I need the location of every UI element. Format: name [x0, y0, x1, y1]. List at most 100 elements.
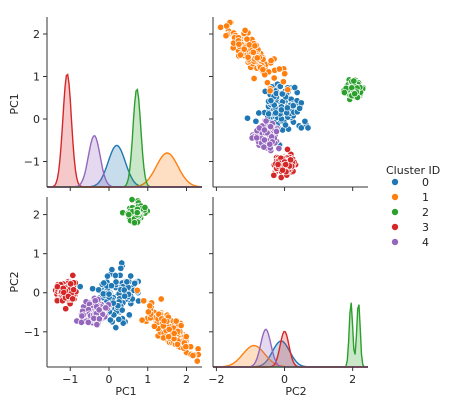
kde-area-cluster-4 — [47, 135, 202, 187]
point-cluster-0 — [243, 114, 252, 122]
point-cluster-1 — [138, 316, 146, 324]
point-cluster-2 — [351, 90, 359, 98]
legend-label-cluster-4: 4 — [422, 236, 429, 249]
point-cluster-1 — [266, 87, 274, 95]
point-cluster-0 — [265, 110, 273, 118]
point-cluster-0 — [112, 324, 120, 332]
point-cluster-1 — [150, 322, 158, 330]
point-cluster-1 — [251, 42, 259, 50]
point-cluster-1 — [284, 86, 292, 94]
point-cluster-1 — [281, 70, 289, 78]
y-tick-label: −1 — [24, 156, 40, 169]
point-cluster-4 — [93, 321, 101, 329]
point-cluster-4 — [91, 297, 99, 305]
point-cluster-4 — [260, 143, 268, 151]
point-cluster-1 — [236, 51, 244, 59]
kde-area-cluster-1 — [213, 345, 368, 367]
point-cluster-4 — [260, 136, 268, 144]
point-cluster-1 — [217, 23, 225, 31]
kde-area-cluster-3 — [47, 74, 202, 187]
kde-area-cluster-1 — [47, 153, 202, 187]
point-cluster-0 — [107, 282, 116, 290]
legend: Cluster ID 0 1 2 3 4 — [386, 164, 440, 249]
point-cluster-0 — [125, 311, 133, 319]
point-cluster-4 — [275, 144, 283, 153]
point-cluster-0 — [108, 266, 116, 274]
point-cluster-2 — [141, 203, 149, 212]
legend-marker-cluster-3 — [391, 223, 399, 231]
point-cluster-0 — [103, 272, 112, 280]
point-cluster-3 — [60, 288, 68, 297]
point-cluster-1 — [160, 317, 168, 325]
y-axis-label-pc2: PC2 — [8, 271, 21, 292]
point-cluster-2 — [133, 209, 141, 217]
x-tick-label: −2 — [208, 373, 224, 386]
point-cluster-0 — [127, 272, 135, 280]
point-cluster-1 — [133, 286, 141, 294]
point-cluster-1 — [182, 343, 190, 351]
x-tick-label: 0 — [281, 373, 288, 386]
point-cluster-0 — [117, 264, 125, 272]
point-cluster-0 — [131, 279, 139, 287]
point-cluster-0 — [120, 286, 128, 294]
point-cluster-0 — [115, 315, 123, 323]
x-tick-label: 2 — [183, 373, 190, 386]
point-cluster-1 — [263, 79, 271, 87]
point-cluster-1 — [279, 78, 287, 86]
point-cluster-4 — [78, 312, 86, 320]
point-cluster-4 — [262, 117, 270, 125]
point-cluster-4 — [260, 126, 268, 134]
point-cluster-4 — [253, 134, 261, 142]
x-tick-label: 2 — [349, 373, 356, 386]
point-cluster-1 — [235, 40, 243, 48]
point-cluster-1 — [177, 322, 185, 330]
y-axis-label-pc1: PC1 — [8, 93, 21, 114]
kde-area-cluster-3 — [213, 331, 368, 367]
point-cluster-3 — [287, 156, 295, 164]
point-cluster-0 — [278, 90, 286, 98]
point-cluster-3 — [282, 160, 290, 169]
point-cluster-1 — [244, 53, 252, 61]
point-cluster-2 — [350, 77, 358, 85]
point-cluster-1 — [241, 26, 249, 34]
point-cluster-4 — [84, 318, 92, 326]
point-cluster-4 — [102, 304, 110, 312]
point-cluster-0 — [100, 279, 108, 287]
legend-label-cluster-1: 1 — [422, 191, 429, 204]
point-cluster-1 — [270, 74, 278, 82]
y-tick-label: 1 — [33, 248, 40, 261]
legend-label-cluster-2: 2 — [422, 206, 429, 219]
point-cluster-0 — [289, 102, 297, 110]
point-cluster-0 — [111, 271, 119, 280]
point-cluster-1 — [253, 54, 261, 62]
point-cluster-0 — [267, 97, 275, 105]
point-cluster-1 — [165, 333, 173, 341]
point-cluster-2 — [125, 211, 133, 219]
point-cluster-1 — [259, 66, 267, 74]
point-cluster-4 — [266, 140, 274, 148]
point-cluster-0 — [283, 104, 291, 112]
point-cluster-1 — [250, 74, 258, 83]
point-cluster-1 — [165, 325, 173, 333]
point-cluster-1 — [189, 351, 197, 360]
legend-marker-cluster-1 — [391, 193, 399, 201]
point-cluster-1 — [222, 32, 230, 40]
y-tick-label: 2 — [33, 28, 40, 41]
legend-label-cluster-0: 0 — [422, 176, 429, 189]
point-cluster-1 — [173, 340, 182, 348]
legend-marker-cluster-0 — [391, 178, 399, 186]
point-cluster-4 — [95, 306, 103, 314]
y-tick-label: 2 — [33, 209, 40, 222]
legend-title: Cluster ID — [386, 164, 440, 177]
point-cluster-0 — [291, 83, 299, 92]
point-cluster-0 — [272, 109, 280, 117]
point-cluster-0 — [296, 104, 304, 112]
point-cluster-0 — [304, 124, 312, 132]
point-cluster-0 — [297, 124, 305, 132]
x-tick-label: 1 — [144, 373, 151, 386]
point-cluster-1 — [146, 302, 154, 310]
point-cluster-3 — [62, 305, 70, 313]
point-cluster-3 — [270, 171, 278, 179]
point-cluster-1 — [157, 295, 165, 303]
